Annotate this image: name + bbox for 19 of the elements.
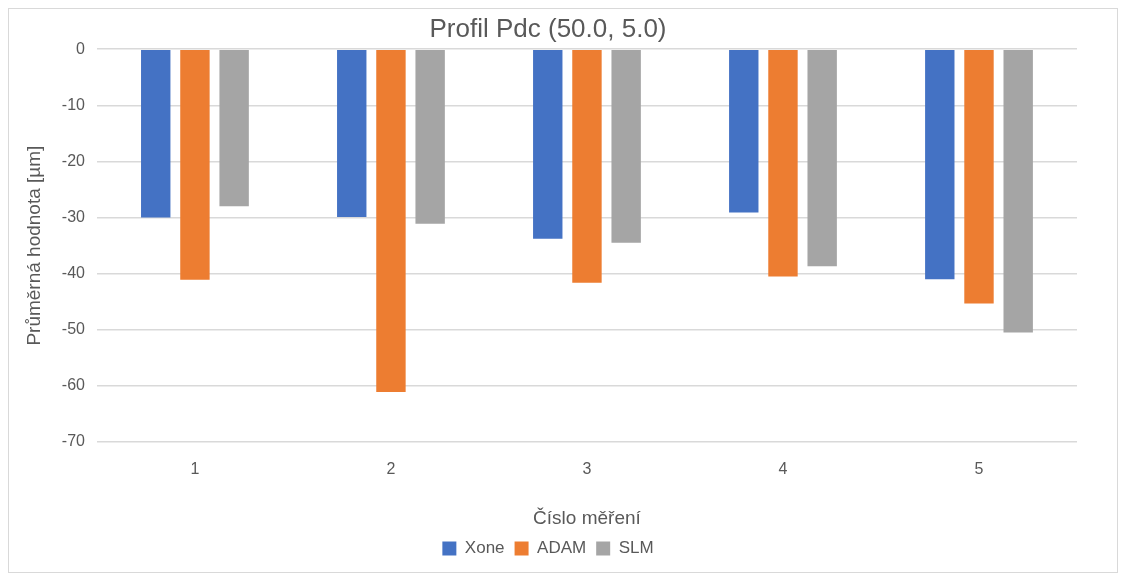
legend-label: ADAM <box>537 538 587 558</box>
x-tick-label: 1 <box>190 460 200 478</box>
y-tick-label: -60 <box>61 376 86 394</box>
x-tick-label: 4 <box>778 460 788 478</box>
y-tick-label: -70 <box>61 432 86 450</box>
x-tick-label: 3 <box>582 460 592 478</box>
x-tick-label: 2 <box>386 460 396 478</box>
y-tick-label: -10 <box>61 95 86 113</box>
x-axis-title: Číslo měření <box>533 506 642 528</box>
y-axis-title: Průměrná hodnota [µm] <box>22 145 44 346</box>
legend-label: Xone <box>464 538 505 558</box>
y-tick-label: -40 <box>61 264 86 282</box>
chart-title: Profil Pdc (50.0, 5.0) <box>429 12 667 43</box>
legend-label: SLM <box>618 538 654 558</box>
x-tick-label: 5 <box>974 460 984 478</box>
y-tick-label: -20 <box>61 151 86 169</box>
y-tick-label: -30 <box>61 207 86 225</box>
y-tick-label: -50 <box>61 320 86 338</box>
y-tick-label: 0 <box>76 39 86 57</box>
